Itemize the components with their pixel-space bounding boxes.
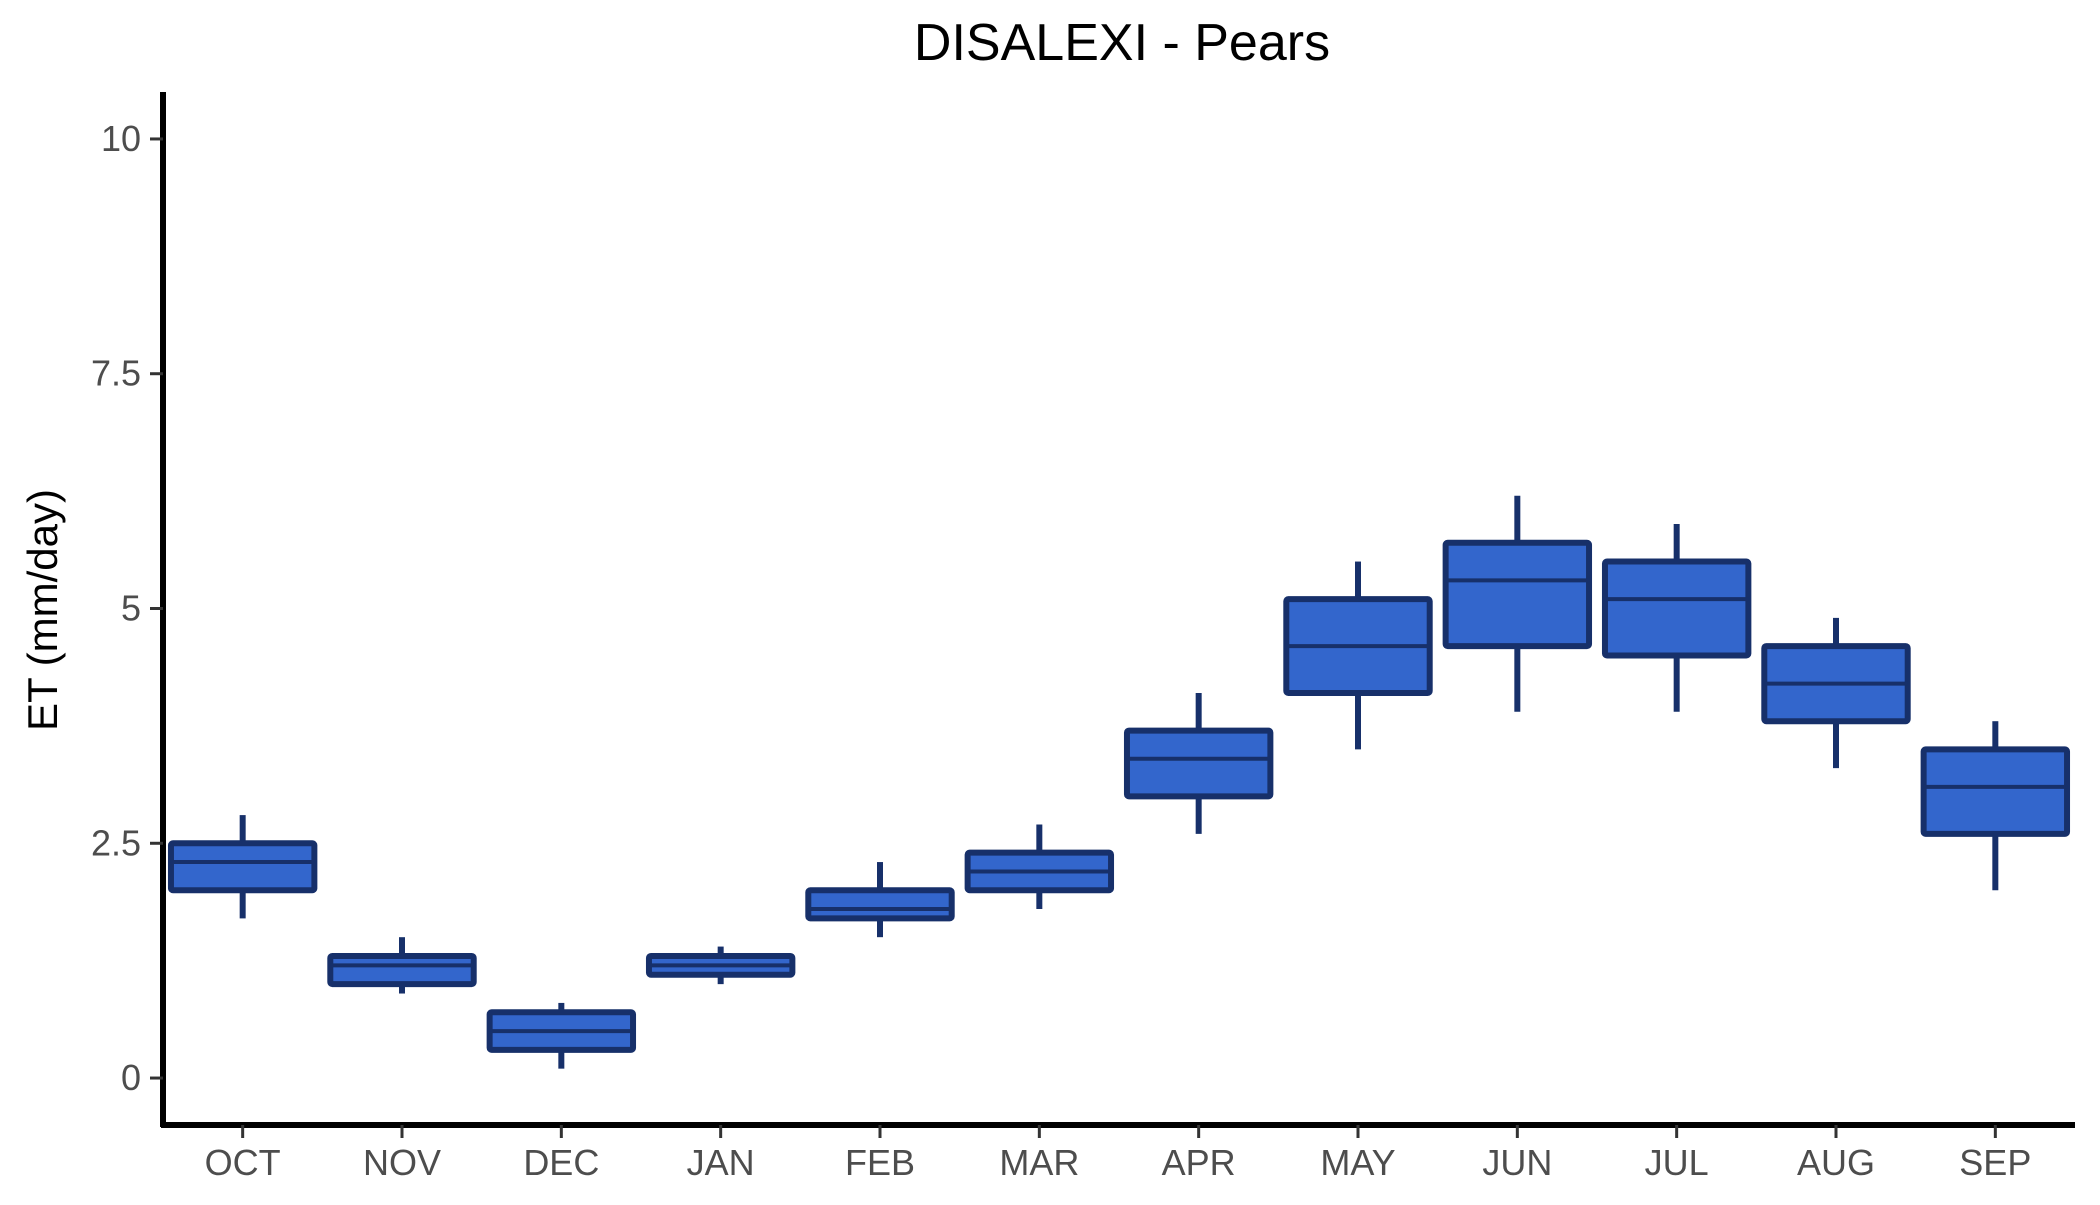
x-tick-label-oct: OCT bbox=[205, 1142, 281, 1183]
x-tick-label-may: MAY bbox=[1320, 1142, 1395, 1183]
x-tick-label-apr: APR bbox=[1162, 1142, 1236, 1183]
box-nov bbox=[327, 937, 477, 994]
box-body-feb bbox=[805, 887, 955, 922]
box-jun bbox=[1442, 495, 1593, 712]
y-tick-label: 5 bbox=[121, 588, 141, 629]
box-dec bbox=[486, 1002, 637, 1069]
x-tick-label-dec: DEC bbox=[523, 1142, 599, 1183]
box-body-oct bbox=[167, 840, 318, 894]
box-apr bbox=[1123, 693, 1274, 834]
x-tick-label-sep: SEP bbox=[1959, 1142, 2031, 1183]
box-body-sep bbox=[1920, 746, 2071, 837]
box-body-apr bbox=[1123, 727, 1274, 800]
x-tick-label-jul: JUL bbox=[1645, 1142, 1709, 1183]
box-aug bbox=[1761, 617, 1911, 769]
x-tick-label-mar: MAR bbox=[999, 1142, 1079, 1183]
x-tick-label-nov: NOV bbox=[363, 1142, 441, 1183]
y-tick-label: 10 bbox=[101, 118, 141, 159]
y-tick-label: 2.5 bbox=[91, 822, 141, 863]
box-feb bbox=[805, 862, 955, 938]
box-mar bbox=[964, 824, 1115, 910]
box-jul bbox=[1601, 523, 1752, 712]
box-body-nov bbox=[327, 952, 477, 988]
box-body-jun bbox=[1442, 539, 1593, 650]
x-tick-label-aug: AUG bbox=[1797, 1142, 1875, 1183]
x-tick-label-feb: FEB bbox=[845, 1142, 915, 1183]
box-may bbox=[1283, 561, 1433, 750]
box-body-jul bbox=[1601, 558, 1752, 659]
axes: 0 2.5 5 7.5 10 OCT NOV DEC JAN FEB MAR APR MAY JUN JUL… bbox=[91, 92, 2075, 1183]
y-tick-label: 7.5 bbox=[91, 353, 141, 394]
box-oct bbox=[167, 815, 318, 919]
y-axis-title: ET (mm/day) bbox=[19, 489, 66, 731]
x-tick-label-jan: JAN bbox=[687, 1142, 755, 1183]
y-tick-label: 0 bbox=[121, 1057, 141, 1098]
box-jan bbox=[645, 946, 796, 985]
x-tick-label-jun: JUN bbox=[1482, 1142, 1552, 1183]
plot-area bbox=[167, 495, 2071, 1069]
chart-title: DISALEXI - Pears bbox=[914, 14, 1330, 72]
box-sep bbox=[1920, 721, 2071, 891]
